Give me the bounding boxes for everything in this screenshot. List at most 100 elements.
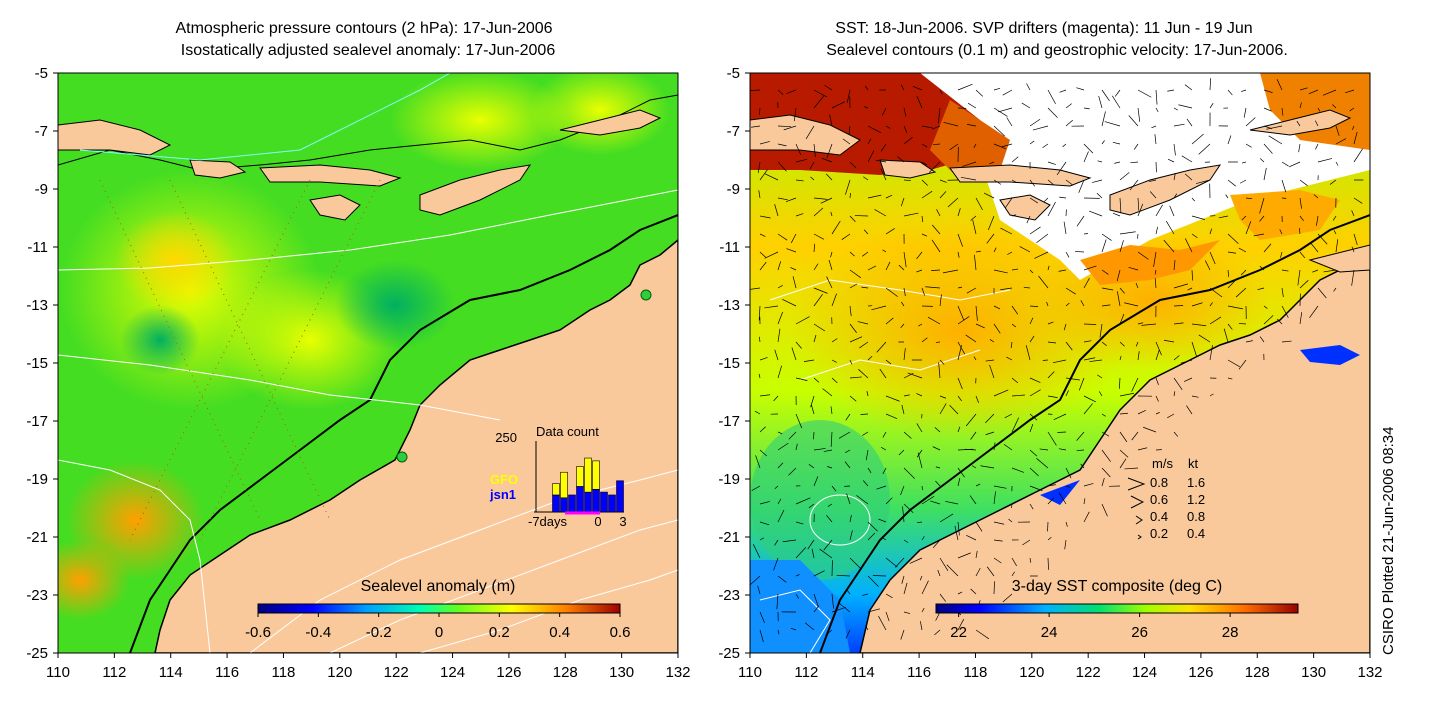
velocity-vector [1065, 521, 1068, 527]
velocity-vector [754, 410, 761, 415]
velocity-vector [790, 627, 797, 631]
inset-ymax-label: 250 [495, 430, 517, 445]
velocity-vector [1001, 143, 1013, 148]
left-map: Atmospheric pressure contours (2 hPa): 1… [26, 20, 690, 681]
velocity-vector [793, 107, 797, 122]
colorbar-tick-label: 0 [435, 624, 443, 641]
right-ytick-label: -17 [718, 413, 740, 430]
velocity-vector [900, 323, 905, 329]
velocity-vector [942, 269, 959, 274]
velocity-vector [885, 557, 898, 568]
velocity-vector [764, 173, 779, 181]
velocity-vector [1245, 117, 1256, 127]
velocity-vector [1259, 265, 1265, 271]
velocity-vector [1316, 215, 1319, 226]
velocity-vector [882, 467, 887, 475]
velocity-vector [949, 405, 959, 415]
velocity-vector [1000, 287, 1013, 291]
right-island-lombok [879, 159, 937, 179]
velocity-vector [1191, 215, 1206, 220]
velocity-vector [1029, 467, 1039, 477]
velocity-vector [867, 150, 875, 163]
inset-x-label: -7days [528, 514, 568, 529]
velocity-vector [1288, 161, 1301, 168]
velocity-vector [759, 501, 770, 505]
velocity-vector [831, 377, 838, 384]
colorbar-tick-label: 0.2 [489, 624, 510, 641]
velocity-vector [758, 373, 761, 379]
velocity-vector [939, 395, 947, 399]
velocity-vector [1098, 95, 1103, 109]
velocity-vector [1029, 317, 1034, 325]
velocity-vector [1053, 413, 1067, 420]
velocity-vector [921, 143, 928, 148]
left-ytick-label: -13 [26, 297, 48, 314]
velocity-vector [1098, 391, 1103, 397]
velocity-vector [957, 552, 971, 559]
velocity-vector [921, 495, 935, 505]
velocity-vector [1119, 240, 1124, 253]
velocity-vector [1299, 197, 1302, 209]
velocity-vector [1227, 233, 1239, 244]
velocity-vector [845, 629, 851, 639]
colorbar-tick-label: 26 [1131, 624, 1148, 641]
left-xtick-label: 124 [440, 664, 465, 681]
velocity-vector [934, 629, 941, 636]
velocity-vector [1047, 321, 1054, 325]
velocity-vector [993, 389, 1009, 397]
velocity-vector [867, 265, 877, 271]
key-header-ms: m/s [1152, 456, 1173, 471]
velocity-vector [795, 158, 808, 163]
velocity-vector [1315, 143, 1319, 150]
velocity-vector [975, 567, 981, 577]
velocity-vector [903, 107, 907, 117]
right-ytick-label: -9 [727, 181, 740, 198]
velocity-vector [831, 338, 838, 343]
velocity-vector [844, 461, 851, 469]
velocity-vector [786, 248, 797, 253]
velocity-vector [957, 345, 962, 361]
velocity-vector [885, 395, 900, 402]
velocity-vector [1029, 449, 1038, 457]
velocity-vector [1038, 275, 1049, 289]
velocity-vector [1259, 336, 1265, 343]
velocity-vector [1083, 278, 1090, 289]
velocity-vector [895, 557, 905, 568]
velocity-vector [875, 159, 887, 163]
left-ytick-label: -7 [35, 123, 48, 140]
velocity-vector [1119, 458, 1127, 469]
velocity-vector [1137, 447, 1148, 451]
colorbar-tick-label: 0.4 [549, 624, 570, 641]
velocity-vector [805, 125, 815, 140]
velocity-vector [975, 250, 981, 253]
velocity-vector [973, 356, 977, 361]
velocity-vector [750, 287, 761, 290]
left-colorbar [257, 603, 621, 614]
velocity-vector [1241, 215, 1247, 221]
velocity-vector [903, 348, 906, 361]
velocity-vector [880, 447, 887, 451]
velocity-vector [1047, 557, 1049, 570]
velocity-vector [1023, 286, 1031, 289]
velocity-vector [825, 629, 833, 636]
velocity-vector [939, 179, 947, 183]
velocity-vector [921, 287, 925, 296]
velocity-vector [1191, 269, 1193, 281]
velocity-vector [1298, 143, 1301, 153]
velocity-vector [1101, 111, 1106, 127]
velocity-vector [1047, 395, 1058, 398]
velocity-vector [1021, 102, 1031, 109]
velocity-vector [803, 359, 815, 362]
velocity-vector [848, 125, 851, 135]
velocity-vector [826, 276, 833, 289]
velocity-vector [957, 467, 965, 478]
velocity-vector [759, 107, 761, 115]
velocity-vector [880, 168, 887, 181]
velocity-vector [1281, 179, 1287, 193]
right-ytick-label: -21 [718, 529, 740, 546]
velocity-vector [826, 143, 833, 159]
left-title-line1: Atmospheric pressure contours (2 hPa): 1… [175, 20, 552, 37]
velocity-vector [764, 305, 779, 309]
velocity-vector [1078, 377, 1085, 391]
inset-bar-jsn1 [584, 491, 592, 513]
